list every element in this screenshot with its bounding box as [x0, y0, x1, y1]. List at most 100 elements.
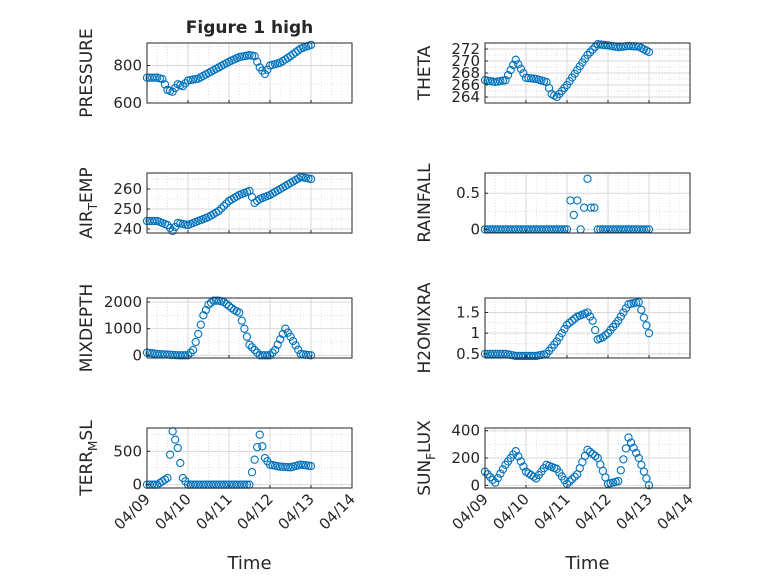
data-point	[304, 461, 313, 470]
subplot-pressure: 600 800 PRESSURE Figure 1 high	[77, 18, 353, 118]
y-tick-label: 0.5	[456, 345, 480, 363]
data-point	[299, 460, 308, 470]
y-tick-label: 1	[470, 324, 480, 342]
data-point	[263, 351, 272, 360]
subplot-rainfall: 0 0.5 RAINFALL	[415, 163, 691, 243]
data-point	[235, 308, 244, 317]
data-point	[529, 351, 538, 361]
x-tick-label: 04/13	[613, 490, 656, 533]
y-axis-label: TERRMSL	[77, 420, 100, 497]
data-point	[498, 465, 508, 474]
data-point	[296, 460, 305, 469]
data-point	[567, 316, 577, 325]
axes-box	[484, 172, 691, 234]
data-point	[529, 472, 538, 481]
data-point	[626, 438, 636, 447]
data-point	[583, 445, 592, 454]
data-point	[286, 332, 295, 341]
data-point	[188, 345, 198, 355]
data-point	[196, 320, 205, 329]
data-point	[250, 198, 259, 208]
subplot-terr: 0 500 TERRMSL 04/0904/1004/1104/1204/1304/1…	[77, 420, 359, 574]
data-point	[253, 443, 262, 452]
data-point	[637, 305, 646, 315]
data-point	[306, 174, 316, 184]
data-point	[562, 320, 572, 330]
data-point	[519, 462, 528, 471]
data-point	[306, 40, 316, 50]
y-tick-label: 600	[113, 94, 142, 112]
data-point	[194, 329, 203, 339]
data-point	[291, 341, 300, 350]
x-tick-label: 04/09	[111, 490, 154, 533]
data-point	[560, 324, 569, 334]
data-point	[601, 40, 610, 50]
data-point	[590, 203, 599, 212]
data-point	[614, 43, 623, 52]
y-tick-label: 0	[470, 476, 480, 494]
data-point	[283, 463, 293, 472]
data-point	[585, 312, 595, 321]
data-point	[516, 457, 526, 466]
data-point	[642, 321, 651, 330]
data-point	[186, 348, 195, 357]
data-point	[304, 350, 313, 360]
data-point	[593, 40, 602, 49]
x-axis-label: Time	[564, 553, 609, 574]
data-point	[583, 308, 592, 317]
data-point	[598, 333, 608, 342]
y-tick-label: 264	[451, 88, 480, 106]
data-point	[150, 73, 159, 82]
y-tick-label: 250	[113, 200, 142, 218]
data-point	[619, 455, 628, 464]
data-point	[621, 304, 631, 313]
subplot-sun: 0 200 400 SUNFLUX 04/0904/1004/1104/1204/130…	[415, 420, 697, 574]
y-tick-label: 1000	[104, 320, 142, 338]
data-point	[565, 318, 574, 327]
data-point	[206, 298, 216, 307]
data-point	[273, 340, 282, 349]
y-tick-label: 268	[451, 64, 480, 82]
x-tick-label: 04/10	[152, 490, 195, 533]
y-axis-label: PRESSURE	[77, 28, 97, 117]
data-point	[634, 297, 643, 307]
data-point	[591, 325, 600, 335]
data-point	[255, 430, 264, 439]
data-point	[222, 199, 231, 208]
y-axis-label: RAINFALL	[415, 163, 435, 243]
data-point	[555, 333, 564, 342]
axes-box	[146, 172, 353, 234]
data-point	[265, 351, 275, 360]
data-point	[240, 324, 249, 333]
y-tick-label: 272	[451, 40, 480, 58]
data-point	[511, 55, 520, 64]
data-point	[173, 443, 182, 453]
data-point	[573, 196, 582, 205]
data-point	[222, 299, 231, 309]
x-tick-label: 04/13	[275, 490, 318, 533]
x-tick-label: 04/11	[531, 490, 574, 533]
data-point	[224, 301, 234, 311]
data-point	[601, 331, 610, 340]
data-point	[178, 81, 188, 91]
data-point	[160, 475, 170, 484]
data-point	[644, 481, 654, 490]
data-point	[488, 475, 497, 484]
data-point	[219, 201, 229, 211]
data-point	[288, 336, 298, 346]
data-point	[171, 435, 180, 444]
y-tick-label: 266	[451, 76, 480, 94]
y-tick-label: 0	[132, 476, 142, 494]
y-tick-label: 0	[470, 220, 480, 238]
data-point	[150, 216, 159, 226]
data-point	[588, 45, 597, 54]
data-point	[567, 474, 577, 484]
data-point	[181, 351, 190, 360]
data-point	[276, 335, 285, 344]
data-point	[145, 348, 154, 358]
data-point	[632, 448, 641, 458]
data-point	[178, 351, 188, 360]
data-point	[524, 73, 533, 83]
